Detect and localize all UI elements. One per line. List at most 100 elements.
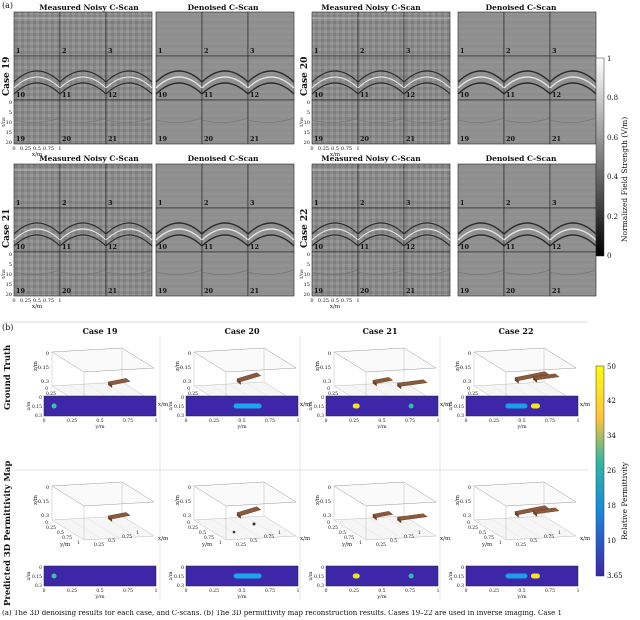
y-tick: 0 — [45, 520, 48, 526]
z-tick: 0 — [468, 485, 471, 491]
z-tick: 0 — [181, 565, 184, 571]
z-tick: 0.15 — [38, 365, 49, 371]
object-top-mark — [505, 573, 528, 579]
time-tick: 10 — [304, 120, 310, 126]
cb-a-tick-2: 0.6 — [607, 134, 619, 142]
x-axis-label: x/m — [32, 304, 43, 310]
object-top-mark — [505, 403, 528, 409]
artifact-mark — [232, 530, 236, 534]
y-axis-label: y/m — [94, 594, 105, 600]
cscan-cell — [357, 11, 405, 57]
cscan-cell — [247, 11, 295, 57]
y-tick: 0.75 — [123, 418, 133, 424]
cscan-cell — [503, 11, 551, 57]
y-tick: 0.5 — [96, 418, 103, 424]
z-tick: 0 — [46, 485, 49, 491]
slice-number: 19 — [16, 135, 26, 143]
object-mark — [532, 373, 560, 381]
cscan-cell — [403, 55, 451, 101]
slice-number: 20 — [62, 135, 72, 143]
time-tick: 0 — [9, 252, 12, 258]
case-b-20: Case 20 — [224, 326, 260, 336]
y-tick: 0.5 — [518, 418, 525, 424]
y-tick: 0.25 — [67, 418, 77, 424]
cscan-cell — [357, 55, 405, 101]
slice-number: 2 — [204, 47, 209, 55]
time-tick: 0 — [307, 100, 310, 106]
object-mark — [372, 511, 394, 518]
cb-a-tick-5: 0 — [607, 252, 612, 260]
slice-number: 11 — [506, 91, 515, 99]
object-mark — [372, 377, 394, 384]
y-tick: 1 — [577, 418, 580, 424]
y-tick: 0 — [187, 520, 190, 526]
y-tick: 1 — [499, 540, 502, 546]
slice-number: 11 — [360, 243, 369, 251]
z-tick: 0.3 — [35, 413, 42, 419]
x-tick: 0 — [12, 298, 15, 304]
z-tick: 0.15 — [174, 404, 184, 410]
slice-number: 10 — [460, 243, 470, 251]
y-tick: 0 — [325, 588, 328, 594]
pred-top-view: 0 0.15 0.3z/m 0 0.25 0.5 0.75 1 y/m — [168, 565, 300, 600]
x-tick: 0.25 — [516, 542, 526, 548]
x-tick: 0 — [12, 146, 15, 152]
y-tick: 1 — [219, 540, 222, 546]
time-tick: 5 — [9, 110, 12, 116]
cscan-cell — [105, 55, 153, 101]
y-tick: 1 — [577, 588, 580, 594]
slice-number: 12 — [406, 243, 415, 251]
y-axis-label: y/m — [516, 424, 527, 430]
slice-number: 19 — [314, 287, 324, 295]
case-label-19: Case 19 — [2, 56, 12, 96]
time-tick: 15 — [304, 130, 310, 136]
z-tick: 0 — [468, 351, 471, 357]
pred-top-view: 0 0.15 0.3z/m 0 0.25 0.5 0.75 1 y/m — [26, 565, 158, 600]
z-tick: 0.3 — [183, 379, 191, 385]
slice-number: 1 — [16, 199, 21, 207]
object-top-mark — [408, 403, 414, 409]
cscan-cell — [59, 55, 107, 101]
slice-number: 20 — [506, 287, 516, 295]
x-tick: 1 — [558, 530, 561, 536]
case-label-20: Case 20 — [300, 56, 310, 96]
slice-number: 12 — [250, 243, 259, 251]
y-tick: 0.5 — [378, 418, 385, 424]
slice-number: 21 — [406, 135, 415, 143]
slice-number: 20 — [204, 135, 214, 143]
cscan-cell — [549, 11, 597, 57]
case-b-19: Case 19 — [82, 326, 118, 336]
cscan-cell — [403, 11, 451, 57]
slice-number: 1 — [158, 199, 163, 207]
x-tick: 0.75 — [122, 534, 132, 540]
title-denoised-19: Denoised C-Scan — [187, 3, 259, 12]
time-tick: 20 — [304, 140, 310, 146]
x-tick: 0.25 — [236, 542, 246, 548]
z-axis-label: z/m — [308, 571, 314, 580]
cscan-cell — [357, 251, 405, 297]
slice-number: 1 — [314, 47, 319, 55]
cb-b-tick-2: 34 — [607, 432, 616, 440]
y-tick: 0.25 — [328, 525, 338, 531]
z-axis-label: z/m — [448, 571, 454, 580]
x-axis-label: x/m — [330, 304, 341, 310]
colorbar-b — [595, 365, 605, 577]
z-tick: 0 — [39, 565, 42, 571]
slice-number: 10 — [16, 243, 26, 251]
z-axis-label: z/m — [168, 401, 174, 410]
cscan-cell — [247, 163, 295, 209]
x-tick: 0.5 — [390, 538, 397, 544]
y-tick: 0.75 — [204, 535, 214, 541]
y-tick: 0.5 — [339, 530, 346, 536]
y-axis-label: y/m — [341, 542, 353, 548]
y-tick: 0.75 — [62, 535, 72, 541]
object-top-mark — [408, 573, 414, 579]
object-top-mark — [233, 573, 262, 579]
x-axis-label: x/m — [330, 152, 341, 158]
x-tick: 0.75 — [544, 534, 554, 540]
